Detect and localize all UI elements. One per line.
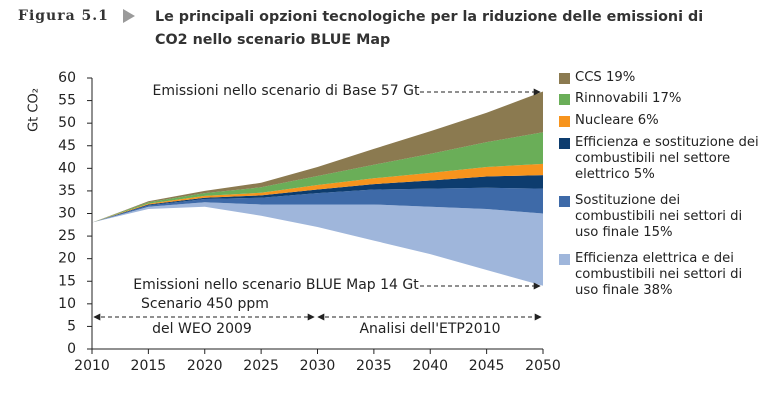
y-tick-label: 30 (58, 206, 76, 222)
legend-item: Nucleare 6% (559, 113, 764, 129)
y-tick-label: 5 (67, 318, 76, 334)
y-axis-label: Gt CO₂ (27, 88, 42, 132)
annotation: Emissioni nello scenario BLUE Map 14 Gt (133, 277, 419, 293)
y-tick-label: 10 (58, 296, 76, 312)
legend-swatch (559, 138, 570, 149)
x-tick-label: 2050 (525, 358, 561, 374)
y-tick-label: 35 (58, 183, 76, 199)
annotation: Emissioni nello scenario di Base 57 Gt (153, 83, 421, 99)
y-tick-label: 20 (58, 251, 76, 267)
legend-item: Rinnovabili 17% (559, 91, 764, 107)
figure-label: Figura 5.1 (18, 8, 109, 24)
x-tick-label: 2040 (412, 358, 448, 374)
legend-item: Efficienza e sostituzione dei combustibi… (559, 135, 764, 183)
legend-swatch (559, 94, 570, 105)
y-tick-label: 55 (58, 93, 76, 109)
area (92, 132, 543, 223)
legend-item: CCS 19% (559, 70, 764, 86)
annotation: Scenario 450 ppm (141, 296, 269, 312)
y-tick-label: 40 (58, 160, 76, 176)
x-tick-label: 2045 (469, 358, 505, 374)
area (92, 163, 543, 223)
x-tick-label: 2020 (187, 358, 223, 374)
y-tick-label: 25 (58, 228, 76, 244)
x-tick-label: 2010 (74, 358, 110, 374)
y-tick-label: 60 (58, 70, 76, 86)
legend-swatch (559, 254, 570, 265)
legend-label: Efficienza e sostituzione dei combustibi… (575, 135, 759, 182)
legend-item: Efficienza elettrica e dei combustibili … (559, 251, 764, 299)
legend-label: Efficienza elettrica e dei combustibili … (575, 251, 743, 298)
legend-swatch (559, 196, 570, 207)
legend-item: Sostituzione dei combustibili nei settor… (559, 193, 764, 241)
annotation: del WEO 2009 (152, 321, 252, 337)
legend-label: Sostituzione dei combustibili nei settor… (575, 193, 743, 240)
legend: CCS 19% Rinnovabili 17% Nucleare 6% Efficie… (559, 70, 764, 299)
y-tick-label: 50 (58, 115, 76, 131)
area (92, 202, 543, 286)
x-tick-label: 2030 (300, 358, 336, 374)
legend-label: CCS 19% (575, 70, 636, 85)
legend-swatch (559, 73, 570, 84)
legend-label: Rinnovabili 17% (575, 91, 682, 106)
legend-swatch (559, 116, 570, 127)
y-tick-label: 0 (67, 341, 76, 357)
chart-title: Le principali opzioni tecnologiche per l… (155, 9, 704, 48)
legend-label: Nucleare 6% (575, 113, 659, 128)
annotation: Analisi dell'ETP2010 (359, 321, 500, 337)
area (92, 206, 543, 349)
x-tick-label: 2015 (131, 358, 167, 374)
area (92, 175, 543, 223)
y-tick-label: 45 (58, 138, 76, 154)
y-tick-label: 15 (58, 273, 76, 289)
x-tick-label: 2035 (356, 358, 392, 374)
area (92, 187, 543, 223)
title-marker (123, 9, 135, 23)
x-tick-label: 2025 (243, 358, 279, 374)
